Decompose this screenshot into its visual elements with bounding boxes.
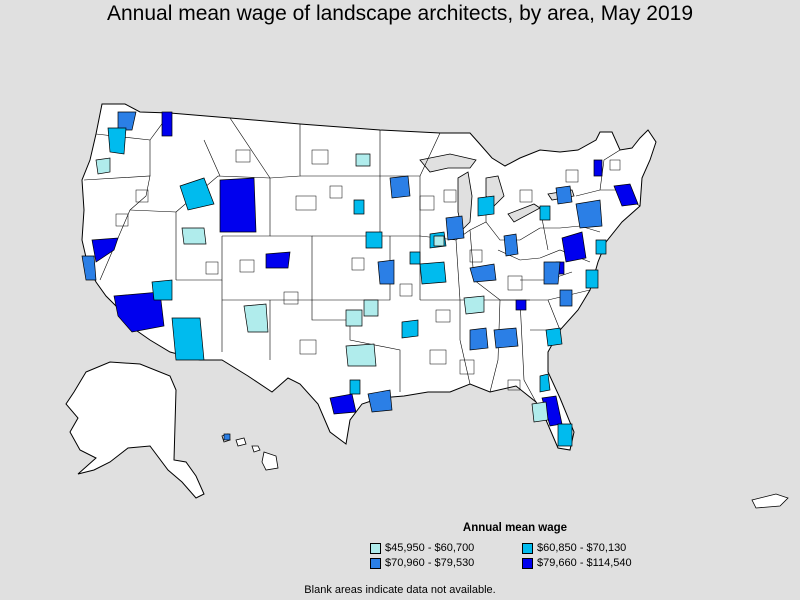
hawaii-islands [221,433,279,471]
area-outlines [115,149,621,391]
legend-item-3: $70,960 - $79,530 [370,557,522,569]
legend-swatch-4 [522,557,533,569]
legend-swatch-2 [522,542,533,554]
legend-title: Annual mean wage [462,522,568,534]
legend-label-2: $60,850 - $70,130 [537,542,627,554]
legend-item-4: $79,660 - $114,540 [522,557,660,569]
lake-michigan [457,171,473,231]
lake-superior [419,153,477,173]
legend-label-3: $70,960 - $79,530 [385,557,475,569]
blank-areas-note: Blank areas indicate data not available. [304,584,496,596]
puerto-rico [751,493,789,509]
legend-swatch-3 [370,557,381,569]
legend-item-1: $45,950 - $60,700 [370,542,522,554]
wage-areas [81,111,639,447]
legend-label-4: $79,660 - $114,540 [537,557,632,569]
legend-item-2: $60,850 - $70,130 [522,542,660,554]
legend-label-1: $45,950 - $60,700 [385,542,475,554]
alaska-outline [65,361,205,499]
legend: Annual mean wage $45,950 - $60,700 $60,8… [370,522,660,569]
map-title: Annual mean wage of landscape architects… [106,2,694,25]
legend-swatch-1 [370,542,381,554]
